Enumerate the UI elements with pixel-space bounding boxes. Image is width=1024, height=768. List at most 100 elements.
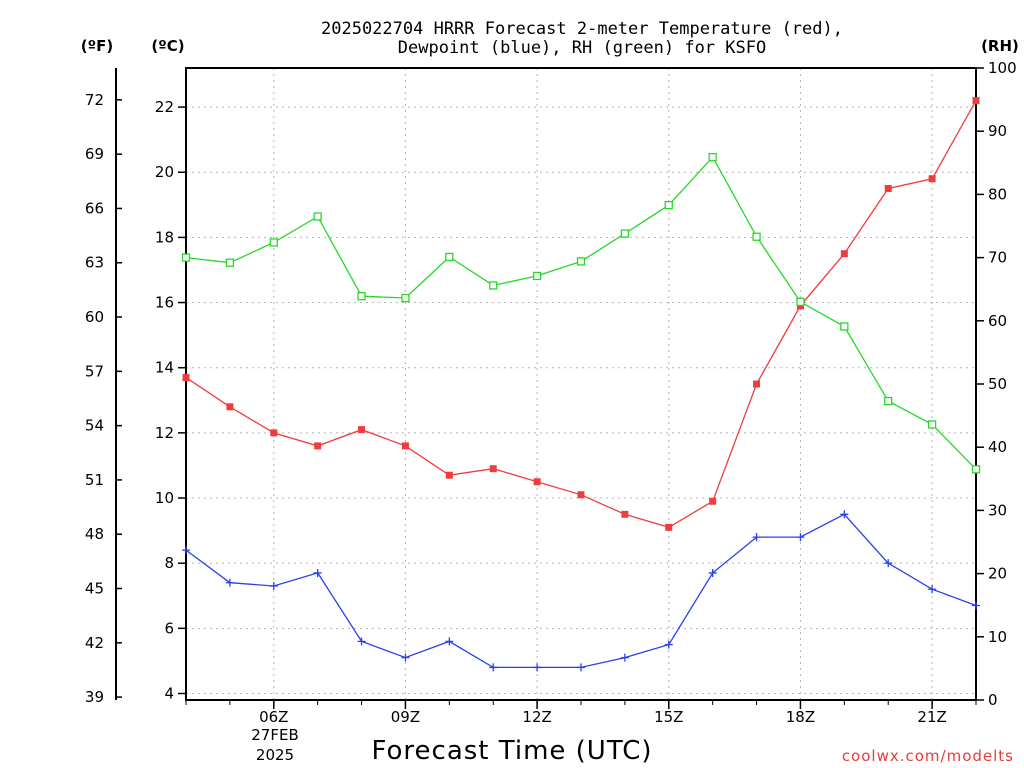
rh-tick-label: 70 — [988, 249, 1007, 267]
date-label-day: 27FEB — [251, 726, 298, 744]
dewpoint-point — [182, 546, 190, 555]
rh-point — [576, 257, 586, 266]
fahrenheit-tick-label: 54 — [85, 417, 104, 435]
rh-tick-label: 10 — [988, 628, 1007, 646]
x-tick-label: 21Z — [917, 708, 946, 726]
dewpoint-point — [225, 578, 234, 587]
rh-tick-label: 50 — [988, 375, 1007, 393]
celsius-tick-label: 10 — [155, 489, 174, 507]
celsius-tick-label: 14 — [155, 359, 174, 377]
x-tick-label: 15Z — [654, 708, 683, 726]
axes: 4 6 8 10 12 14 16 18 20 22 39 42 45 48 51 54 57 60 63 66 69 7… — [85, 59, 1017, 726]
dewpoint-point — [752, 533, 761, 542]
dewpoint-point — [357, 637, 366, 646]
dewpoint-point — [884, 559, 893, 568]
rh-point — [181, 253, 191, 262]
celsius-tick-label: 22 — [155, 98, 174, 116]
temperature-point — [401, 442, 409, 450]
rh-point — [313, 212, 322, 221]
temperature-point — [445, 471, 453, 479]
temperature-point — [621, 510, 629, 518]
dewpoint-point — [972, 601, 980, 610]
temperature-point — [972, 97, 980, 105]
fahrenheit-tick-label: 60 — [85, 308, 104, 326]
fahrenheit-unit-label: (ºF) — [81, 37, 113, 55]
x-axis-label: Forecast Time (UTC) — [371, 736, 652, 766]
dewpoint-point — [533, 663, 542, 672]
dewpoint-point — [928, 585, 937, 594]
rh-tick-label: 40 — [988, 438, 1007, 456]
rh-point — [401, 293, 410, 303]
celsius-tick-label: 6 — [164, 619, 174, 637]
rh-point — [532, 271, 542, 281]
dewpoint-point — [664, 640, 673, 649]
celsius-unit-label: (ºC) — [151, 37, 184, 55]
rh-point — [445, 252, 454, 262]
rh-point — [971, 465, 981, 474]
dewpoint-point — [620, 653, 629, 662]
temperature-point — [665, 523, 673, 531]
celsius-tick-label: 16 — [155, 294, 174, 312]
temperature-point — [489, 465, 497, 473]
dewpoint-point — [489, 663, 498, 672]
rh-point — [664, 200, 673, 210]
dewpoint-point — [796, 533, 805, 542]
dewpoint-point — [840, 510, 849, 519]
x-tick-label: 09Z — [391, 708, 420, 726]
rh-tick-label: 30 — [988, 501, 1007, 519]
celsius-tick-label: 8 — [164, 554, 174, 572]
fahrenheit-tick-label: 69 — [85, 145, 104, 163]
credit-label: coolwx.com/modelts — [842, 747, 1014, 765]
rh-tick-label: 100 — [988, 59, 1017, 77]
temperature-series — [182, 97, 980, 531]
temperature-point — [928, 175, 936, 183]
dewpoint-point — [269, 581, 278, 590]
fahrenheit-tick-label: 72 — [85, 91, 104, 109]
rh-point — [357, 292, 366, 301]
temperature-point — [577, 491, 585, 499]
x-tick-label: 12Z — [522, 708, 551, 726]
dewpoint-series — [182, 510, 980, 672]
rh-unit-label: (RH) — [981, 37, 1019, 55]
rh-tick-label: 0 — [988, 691, 998, 709]
dewpoint-point — [401, 653, 410, 662]
rh-point — [796, 297, 805, 306]
temperature-point — [884, 185, 892, 193]
dewpoint-point — [445, 637, 454, 646]
fahrenheit-tick-label: 66 — [85, 199, 104, 217]
x-tick-label: 18Z — [786, 708, 815, 726]
temperature-point — [270, 429, 278, 437]
rh-tick-label: 20 — [988, 565, 1007, 583]
dewpoint-point — [577, 663, 585, 672]
celsius-tick-label: 20 — [155, 163, 174, 181]
fahrenheit-tick-label: 57 — [85, 362, 104, 380]
rh-point — [620, 229, 630, 238]
rh-series — [181, 152, 981, 474]
data-series — [181, 97, 981, 672]
temperature-point — [358, 426, 366, 434]
rh-point — [927, 420, 937, 429]
chart-title-line-2: Dewpoint (blue), RH (green) for KSFO — [398, 38, 766, 58]
temperature-point — [226, 403, 234, 411]
rh-point — [269, 238, 278, 247]
rh-point — [884, 396, 893, 406]
rh-tick-label: 80 — [988, 185, 1007, 203]
celsius-tick-label: 4 — [164, 684, 174, 702]
temperature-point — [182, 373, 190, 381]
x-tick-label: 06Z — [259, 708, 288, 726]
fahrenheit-tick-label: 42 — [85, 634, 104, 652]
rh-point — [708, 152, 717, 162]
fahrenheit-tick-label: 39 — [85, 688, 104, 706]
rh-tick-label: 90 — [988, 122, 1007, 140]
rh-point — [752, 232, 761, 241]
celsius-tick-label: 18 — [155, 228, 174, 246]
date-label-year: 2025 — [256, 746, 294, 764]
rh-point — [489, 281, 498, 290]
temperature-point — [314, 442, 322, 450]
fahrenheit-tick-label: 51 — [85, 471, 104, 489]
temperature-point — [840, 250, 848, 258]
fahrenheit-tick-label: 48 — [85, 525, 104, 543]
rh-point — [225, 258, 235, 267]
celsius-tick-label: 12 — [155, 424, 174, 442]
